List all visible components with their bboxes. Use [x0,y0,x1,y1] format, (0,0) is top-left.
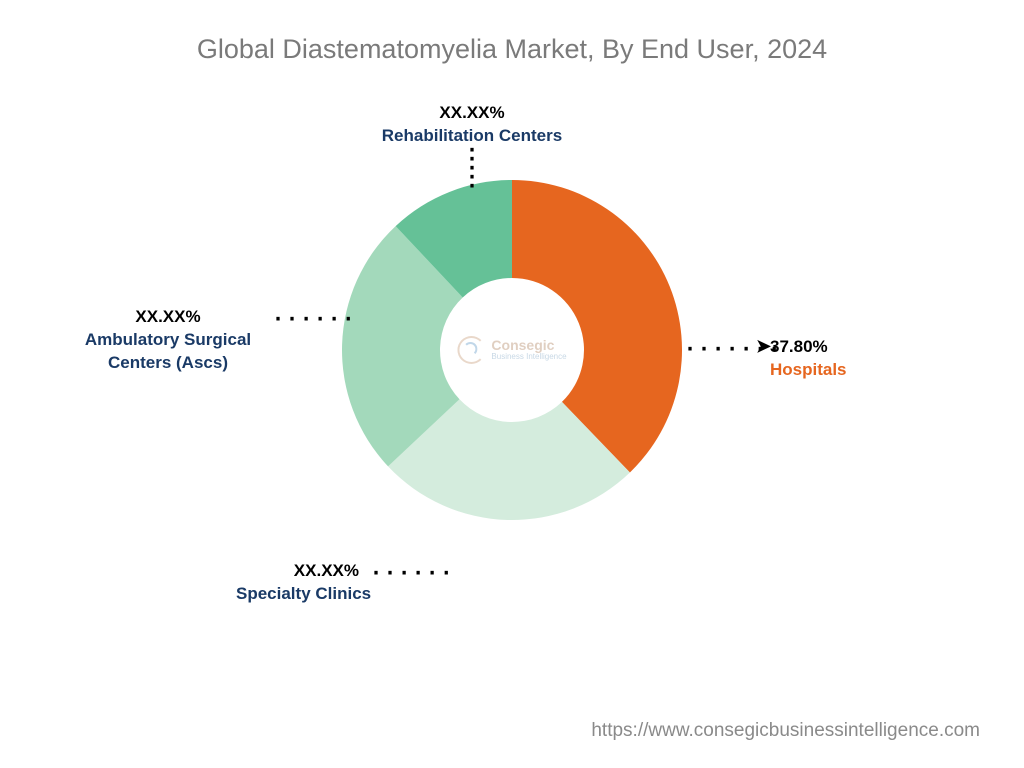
arrow-hospitals: ➤ [756,336,771,357]
donut-chart: Consegic Business Intelligence [342,180,682,520]
pct-rehab: XX.XX% [352,102,592,125]
name-hospitals: Hospitals [770,359,847,382]
center-logo: Consegic Business Intelligence [457,336,566,364]
logo-line1: Consegic [491,338,566,352]
leader-rehab: ····· [466,146,480,191]
logo-icon [457,336,485,364]
name-ascs: Ambulatory SurgicalCenters (Ascs) [68,329,268,375]
logo-line2: Business Intelligence [491,352,566,362]
label-ascs: XX.XX% Ambulatory SurgicalCenters (Ascs) [68,306,268,375]
name-specialty: Specialty Clinics [236,583,431,606]
chart-title: Global Diastematomyelia Market, By End U… [0,34,1024,65]
footer-url: https://www.consegicbusinessintelligence… [591,720,980,742]
leader-specialty: ······ [370,561,454,585]
pct-ascs: XX.XX% [68,306,268,329]
leader-ascs: ······ [272,307,356,331]
